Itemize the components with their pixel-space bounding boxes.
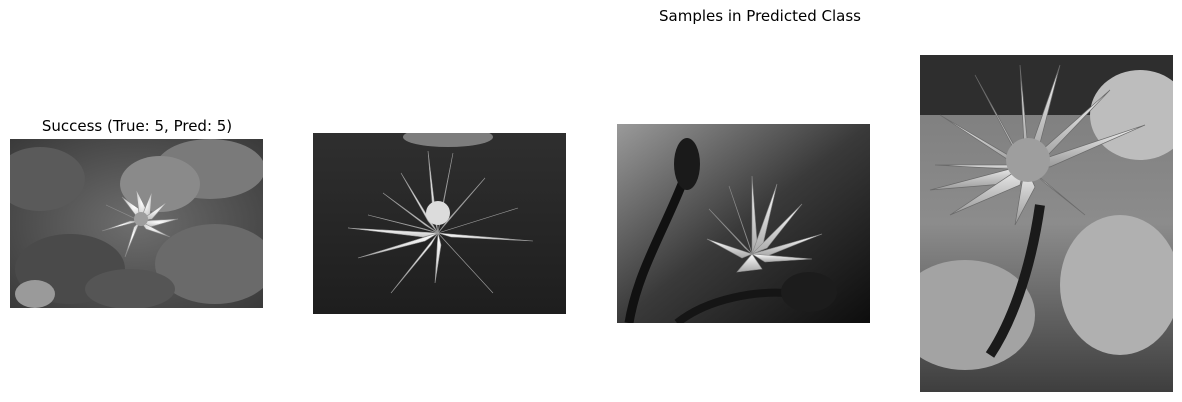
panel-1-title: Success (True: 5, Pred: 5) [41, 117, 233, 135]
water-lily-on-lily-pads-photo [10, 139, 263, 308]
sample-image-3 [617, 124, 870, 323]
water-lily-tall-stem-closeup-photo [920, 55, 1173, 392]
sample-image-1 [10, 139, 263, 308]
water-lily-with-buds-photo [617, 124, 870, 323]
white-water-lily-dark-water-photo [313, 133, 566, 314]
figure-suptitle: Samples in Predicted Class [659, 7, 861, 25]
sample-image-2 [313, 133, 566, 314]
sample-image-4 [920, 55, 1173, 392]
